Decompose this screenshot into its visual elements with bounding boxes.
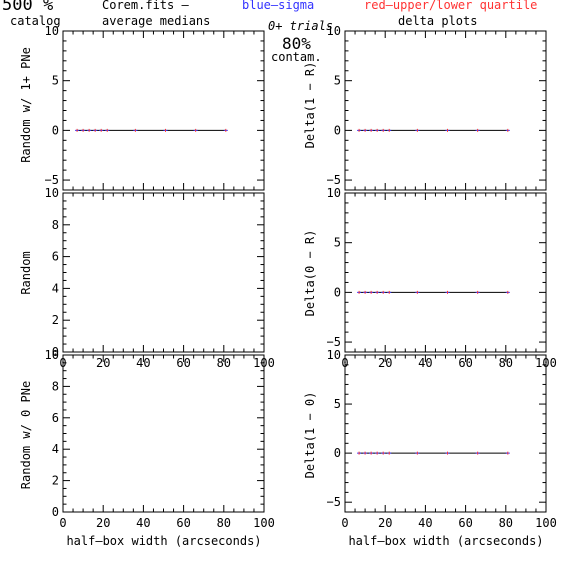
ylabel-bottom-right: Delta(1 − 0) [303, 392, 317, 479]
y-tick-label-bottom-left: 0 [52, 505, 59, 519]
x-tick-label-bottom-right: 60 [458, 516, 472, 530]
red-quartile-label: red–upper/lower quartile [364, 0, 537, 12]
ylabel-top-right: Delta(1 − R) [303, 62, 317, 149]
x-tick-label-bottom-right: 80 [499, 516, 513, 530]
y-tick-label-bottom-right: −5 [327, 495, 341, 509]
y-tick-label-top-right: −5 [327, 173, 341, 187]
x-tick-label-bottom-left: 60 [176, 516, 190, 530]
panel-frame-top-left [62, 30, 265, 191]
y-tick-label-bottom-right: 0 [334, 446, 341, 460]
x-tick-label-bottom-left: 20 [96, 516, 110, 530]
y-tick-label-bottom-left: 4 [52, 442, 59, 456]
y-tick-label-middle-left: 6 [52, 250, 59, 264]
y-tick-label-middle-left: 4 [52, 281, 59, 295]
panel-frame-top-right [344, 30, 547, 191]
y-tick-label-top-right: 5 [334, 74, 341, 88]
x-tick-label-bottom-right: 40 [418, 516, 432, 530]
percent-label: 500 % [2, 0, 53, 15]
x-tick-label-middle-right: 60 [458, 356, 472, 370]
file-label: Corem.fits – [102, 0, 189, 12]
panel-frame-bottom-left [62, 354, 265, 513]
y-tick-label-bottom-left: 2 [52, 474, 59, 488]
y-tick-label-top-left: −5 [45, 173, 59, 187]
y-tick-label-bottom-left: 6 [52, 411, 59, 425]
x-tick-label-middle-right: 20 [378, 356, 392, 370]
blue-sigma-label: blue–sigma [242, 0, 314, 12]
y-tick-label-top-left: 0 [52, 123, 59, 137]
panel-frame-bottom-right [344, 354, 547, 513]
x-tick-label-bottom-left: 100 [253, 516, 275, 530]
y-tick-label-bottom-left: 8 [52, 379, 59, 393]
y-tick-label-middle-left: 8 [52, 218, 59, 232]
y-tick-label-middle-right: 10 [327, 186, 341, 200]
x-tick-label-middle-right: 40 [418, 356, 432, 370]
x-tick-label-middle-left: 40 [136, 356, 150, 370]
panel-frame-middle-right [344, 192, 547, 353]
y-tick-label-middle-left: 2 [52, 313, 59, 327]
ylabel-top-left: Random w/ 1+ PNe [19, 47, 33, 163]
trials-label: 0+ trials [268, 19, 333, 33]
ylabel-middle-left: Random [19, 251, 33, 294]
catalog-label: catalog [10, 14, 61, 28]
contam-label: contam. [271, 50, 322, 64]
xlabel-bottom-right: half–box width (arcseconds) [348, 534, 543, 548]
x-tick-label-bottom-right: 100 [535, 516, 557, 530]
x-tick-label-middle-left: 80 [217, 356, 231, 370]
y-tick-label-middle-right: 0 [334, 285, 341, 299]
y-tick-label-bottom-right: 5 [334, 397, 341, 411]
delta-plots-label: delta plots [398, 14, 477, 28]
y-tick-label-top-right: 0 [334, 123, 341, 137]
xlabel-bottom-left: half–box width (arcseconds) [66, 534, 261, 548]
y-tick-label-bottom-left: 10 [45, 348, 59, 362]
panel-frame-middle-left [62, 192, 265, 353]
panels: −50510−505100246810020406080100−50510020… [45, 24, 557, 530]
x-tick-label-bottom-left: 0 [59, 516, 66, 530]
contam-percent-label: 80% [282, 34, 311, 53]
y-tick-label-bottom-right: 10 [327, 348, 341, 362]
y-tick-label-middle-right: 5 [334, 236, 341, 250]
x-tick-label-middle-right: 80 [499, 356, 513, 370]
y-tick-label-top-right: 10 [327, 24, 341, 38]
ylabel-bottom-left: Random w/ 0 PNe [19, 381, 33, 489]
y-tick-label-top-left: 5 [52, 74, 59, 88]
x-tick-label-bottom-left: 40 [136, 516, 150, 530]
subtitle-label: average medians [102, 14, 210, 28]
ylabel-middle-right: Delta(0 − R) [303, 230, 317, 317]
x-tick-label-bottom-right: 20 [378, 516, 392, 530]
x-tick-label-bottom-right: 0 [341, 516, 348, 530]
y-tick-label-middle-left: 0 [52, 345, 59, 359]
y-tick-label-top-left: 10 [45, 24, 59, 38]
x-tick-label-bottom-left: 80 [217, 516, 231, 530]
y-tick-label-middle-left: 10 [45, 186, 59, 200]
y-axis-labels: Random w/ 1+ PNe Delta(1 − R) Random Del… [19, 47, 317, 489]
x-tick-label-middle-left: 60 [176, 356, 190, 370]
x-tick-label-middle-left: 20 [96, 356, 110, 370]
y-tick-label-middle-right: −5 [327, 335, 341, 349]
